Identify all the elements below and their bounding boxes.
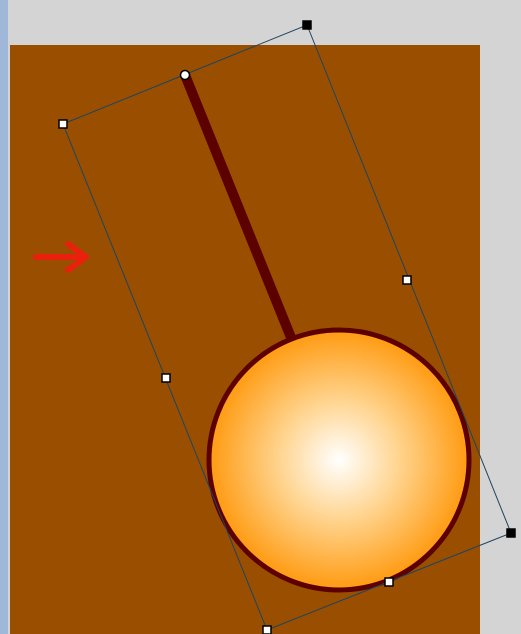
resize-handle[interactable]	[59, 120, 67, 128]
pendulum-bob	[209, 330, 469, 590]
left-edge	[0, 0, 8, 634]
resize-handle[interactable]	[303, 21, 311, 29]
resize-handle[interactable]	[403, 276, 411, 284]
resize-handle[interactable]	[385, 578, 393, 586]
resize-handle[interactable]	[162, 374, 170, 382]
resize-handle[interactable]	[507, 529, 515, 537]
resize-handle[interactable]	[263, 626, 271, 634]
rotate-handle[interactable]	[181, 71, 190, 80]
page	[0, 0, 521, 634]
editor-canvas	[0, 0, 521, 634]
